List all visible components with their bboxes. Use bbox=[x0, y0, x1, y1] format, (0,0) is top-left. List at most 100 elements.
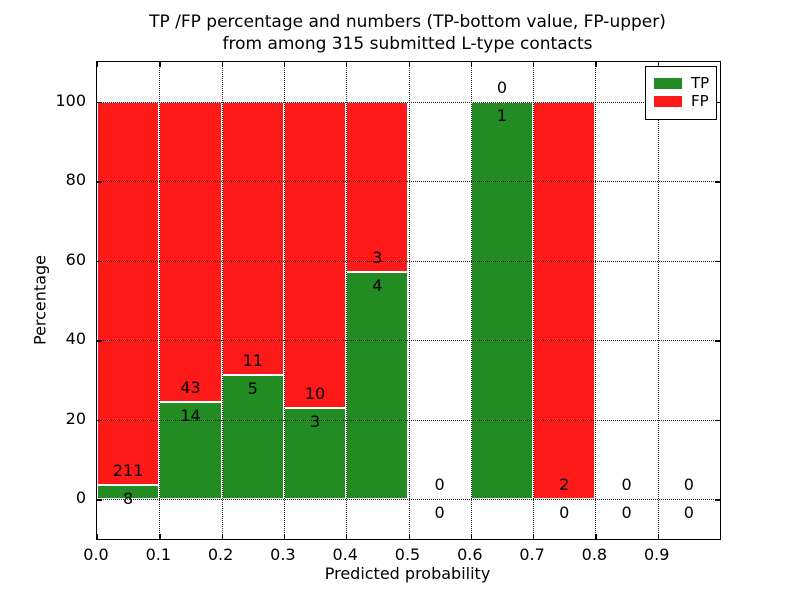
tp-count-label: 3 bbox=[309, 411, 321, 431]
x-tick-label: 0.7 bbox=[519, 545, 545, 564]
tp-count-label: 14 bbox=[180, 405, 201, 425]
tp-count-label: 1 bbox=[496, 105, 508, 125]
y-tick-mark bbox=[97, 419, 102, 422]
x-tick-mark-top bbox=[595, 62, 597, 67]
gridline-vertical bbox=[533, 62, 535, 539]
x-axis-label: Predicted probability bbox=[324, 564, 491, 583]
y-tick-mark bbox=[97, 181, 102, 183]
bar-segment-fp bbox=[283, 101, 347, 408]
y-tick-mark-right bbox=[715, 419, 720, 422]
bar-segment-tp bbox=[470, 101, 534, 500]
x-tick-mark-top bbox=[720, 62, 722, 67]
x-tick-mark bbox=[97, 534, 99, 539]
bar-segment-tp bbox=[346, 272, 409, 500]
fp-count-label: 10 bbox=[304, 383, 326, 403]
y-tick-label: 60 bbox=[65, 249, 86, 269]
bar-segment-tp bbox=[97, 484, 160, 500]
x-tick-mark-top bbox=[283, 62, 286, 67]
x-tick-mark bbox=[720, 534, 722, 539]
legend-label-fp: FP bbox=[691, 92, 709, 110]
y-tick-label: 40 bbox=[65, 329, 86, 349]
x-tick-mark-top bbox=[221, 62, 223, 67]
y-tick-mark bbox=[97, 101, 102, 104]
fp-count-label: 0 bbox=[496, 77, 508, 97]
x-tick-mark bbox=[657, 534, 659, 539]
tp-count-label: 0 bbox=[621, 503, 632, 523]
gridline-vertical bbox=[657, 62, 659, 539]
bar-segment-tp bbox=[221, 375, 284, 500]
legend-item-tp: TP bbox=[654, 74, 710, 92]
x-tick-mark-top bbox=[408, 62, 410, 67]
fp-count-label: 0 bbox=[621, 475, 632, 495]
x-tick-mark bbox=[533, 534, 535, 539]
x-tick-mark-top bbox=[657, 62, 659, 67]
x-tick-label: 0.4 bbox=[332, 545, 358, 564]
x-tick-mark-top bbox=[97, 62, 99, 67]
legend-swatch-tp bbox=[654, 78, 682, 89]
x-tick-mark bbox=[159, 534, 161, 539]
gridline-vertical bbox=[159, 62, 161, 539]
legend-swatch-fp bbox=[654, 96, 682, 107]
fp-count-label: 3 bbox=[372, 248, 383, 268]
tp-count-label: 5 bbox=[247, 379, 258, 399]
bar-segment-tp bbox=[283, 407, 347, 500]
bar-segment-fp bbox=[159, 101, 222, 402]
x-tick-label: 0.5 bbox=[394, 545, 421, 564]
y-tick-mark bbox=[97, 499, 102, 501]
x-tick-mark bbox=[221, 534, 223, 539]
legend: TP FP bbox=[645, 66, 717, 120]
y-tick-label: 0 bbox=[75, 488, 86, 508]
fp-count-label: 43 bbox=[180, 377, 201, 397]
chart-title-line-1: TP /FP percentage and numbers (TP-bottom… bbox=[149, 12, 666, 32]
x-tick-mark-top bbox=[470, 62, 473, 67]
gridline-vertical bbox=[470, 62, 472, 539]
x-tick-mark bbox=[408, 534, 410, 539]
x-tick-label: 0.2 bbox=[207, 545, 234, 564]
y-tick-mark-right bbox=[715, 181, 720, 183]
bar-segment-fp bbox=[97, 101, 160, 485]
fp-count-label: 0 bbox=[683, 475, 694, 495]
x-tick-label: 0.6 bbox=[457, 545, 483, 564]
x-tick-mark bbox=[470, 534, 473, 539]
gridline-vertical bbox=[346, 62, 348, 539]
tp-count-label: 0 bbox=[683, 503, 694, 523]
y-tick-mark-right bbox=[715, 499, 720, 501]
x-tick-label: 0.3 bbox=[270, 545, 296, 564]
x-tick-label: 0.9 bbox=[643, 545, 670, 564]
fp-count-label: 211 bbox=[112, 460, 144, 480]
bar-segment-fp bbox=[346, 101, 409, 273]
bar-segment-fp bbox=[533, 101, 596, 500]
x-tick-mark-top bbox=[346, 62, 348, 67]
gridline-vertical bbox=[408, 62, 410, 539]
x-tick-mark bbox=[595, 534, 597, 539]
tp-count-label: 0 bbox=[559, 503, 570, 523]
x-tick-label: 0.8 bbox=[581, 545, 608, 564]
y-tick-label: 100 bbox=[55, 90, 86, 110]
x-tick-mark-top bbox=[159, 62, 161, 67]
x-tick-mark bbox=[283, 534, 286, 539]
x-tick-label: 0.1 bbox=[145, 545, 172, 564]
tp-count-label: 8 bbox=[123, 488, 134, 508]
fp-count-label: 0 bbox=[434, 475, 445, 495]
y-tick-mark-right bbox=[715, 101, 720, 104]
y-tick-label: 80 bbox=[65, 170, 86, 190]
tp-count-label: 4 bbox=[372, 276, 383, 296]
y-tick-mark bbox=[97, 260, 102, 263]
x-tick-mark-top bbox=[533, 62, 535, 67]
y-tick-mark-right bbox=[715, 340, 720, 342]
fp-count-label: 2 bbox=[559, 475, 570, 495]
bar-segment-tp bbox=[159, 401, 222, 500]
fp-count-label: 11 bbox=[242, 351, 263, 371]
chart-title-line-2: from among 315 submitted L-type contacts bbox=[222, 34, 593, 54]
legend-label-tp: TP bbox=[691, 74, 710, 92]
y-tick-label: 20 bbox=[65, 408, 86, 428]
legend-item-fp: FP bbox=[654, 92, 709, 110]
tp-count-label: 0 bbox=[434, 503, 445, 523]
gridline-vertical bbox=[221, 62, 223, 539]
y-tick-mark-right bbox=[715, 260, 720, 263]
bar-segment-fp bbox=[221, 101, 284, 376]
gridline-vertical bbox=[283, 62, 285, 539]
y-tick-mark bbox=[97, 340, 102, 342]
plot-area: 211 8 43 14 11 5 10 3 3 4 0 0 0 1 2 0 0 0 0 0 bbox=[96, 61, 722, 540]
